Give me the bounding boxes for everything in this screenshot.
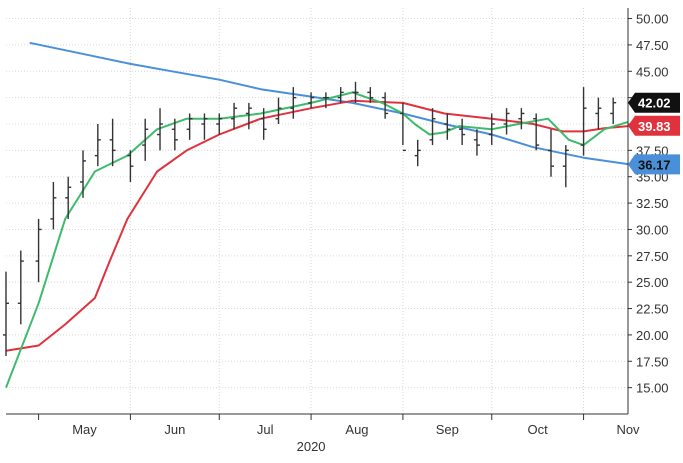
ohlc-bar xyxy=(473,129,480,156)
ohlc-bar xyxy=(109,118,116,167)
badge-value: 36.17 xyxy=(638,157,671,172)
ohlc-bar xyxy=(35,218,42,283)
ma-mid-last-badge: 39.83 xyxy=(628,115,680,136)
ohlc-bar xyxy=(367,87,374,103)
ohlc-bar xyxy=(595,97,602,130)
badge-shape xyxy=(628,92,680,113)
ohlc-bar xyxy=(322,92,329,109)
y-tick-label: 47.50 xyxy=(636,38,669,53)
gridlines xyxy=(6,8,628,414)
y-tick-label: 22.50 xyxy=(636,302,669,317)
ohlc-bar xyxy=(17,250,24,325)
series-layer xyxy=(3,41,629,388)
ohlc-bar xyxy=(157,108,164,151)
ma-long-last-badge: 36.17 xyxy=(628,154,680,175)
ohlc-bar xyxy=(245,102,252,130)
ohlc-bar xyxy=(580,87,587,156)
ohlc-bar xyxy=(142,118,149,161)
ohlc-bar xyxy=(337,87,344,103)
ohlc-bar xyxy=(186,113,193,140)
ohlc-bar xyxy=(308,92,315,109)
ohlc-bar xyxy=(3,271,9,356)
y-tick-label: 27.50 xyxy=(636,249,669,264)
x-tick-label: Oct xyxy=(528,422,549,437)
ohlc-bar xyxy=(127,150,134,182)
ohlc-bar xyxy=(399,102,406,152)
moving-average-long-line xyxy=(29,41,629,166)
year-label: 2020 xyxy=(297,439,326,454)
axes xyxy=(6,8,629,415)
y-tick-label: 15.00 xyxy=(636,381,669,396)
ohlc-bar xyxy=(216,113,223,135)
ohlc-bar xyxy=(231,102,238,130)
ohlc-bar xyxy=(414,139,421,167)
y-tick-label: 17.50 xyxy=(636,354,669,369)
moving-average-short-line xyxy=(5,91,629,388)
ohlc-bar xyxy=(65,176,72,219)
y-tick-label: 45.00 xyxy=(636,64,669,79)
badge-shape xyxy=(628,115,680,136)
last-price-badge: 42.02 xyxy=(628,92,680,113)
ohlc-bar xyxy=(201,113,208,140)
badge-value: 39.83 xyxy=(638,119,671,134)
ohlc-bar xyxy=(171,118,178,151)
ohlc-bar xyxy=(352,81,359,103)
ohlc-bar xyxy=(547,129,554,177)
ohlc-bar xyxy=(533,113,540,151)
ohlc-bar xyxy=(459,118,466,146)
x-ticks: May Jun Jul Aug Sep Oct Nov xyxy=(38,414,640,437)
badge-shape xyxy=(628,154,680,175)
x-tick-label: Nov xyxy=(616,422,640,437)
y-tick-label: 32.50 xyxy=(636,196,669,211)
ohlc-bar xyxy=(50,182,57,230)
x-tick-label: Sep xyxy=(436,422,459,437)
ohlc-bar xyxy=(94,124,101,167)
ohlc-bar xyxy=(260,108,267,140)
x-tick-label: Jun xyxy=(164,422,185,437)
ohlc-bar xyxy=(429,108,436,146)
ohlc-bar xyxy=(80,150,87,198)
x-tick-label: Aug xyxy=(345,422,368,437)
x-tick-label: Jul xyxy=(257,422,274,437)
y-ticks: 15.00 17.50 20.00 22.50 25.00 27.50 30.00 32.50… xyxy=(628,12,669,396)
ohlc-bar xyxy=(382,92,389,119)
price-bars xyxy=(3,81,617,356)
y-tick-label: 25.00 xyxy=(636,275,669,290)
ohlc-bar xyxy=(518,108,525,130)
badge-value: 42.02 xyxy=(638,96,671,111)
y-tick-label: 20.00 xyxy=(636,328,669,343)
y-tick-label: 50.00 xyxy=(636,12,669,27)
ohlc-bar xyxy=(275,97,282,124)
ohlc-bar xyxy=(290,87,297,119)
ohlc-bar xyxy=(488,113,495,146)
ohlc-bar xyxy=(610,97,617,124)
ohlc-bar xyxy=(562,145,569,188)
moving-average-mid-line xyxy=(5,99,629,352)
last-value-badges: 42.02 39.83 36.17 xyxy=(628,92,680,175)
ohlc-bar xyxy=(503,108,510,135)
ohlc-bar xyxy=(444,113,451,140)
x-tick-label: May xyxy=(72,422,97,437)
y-tick-label: 30.00 xyxy=(636,222,669,237)
